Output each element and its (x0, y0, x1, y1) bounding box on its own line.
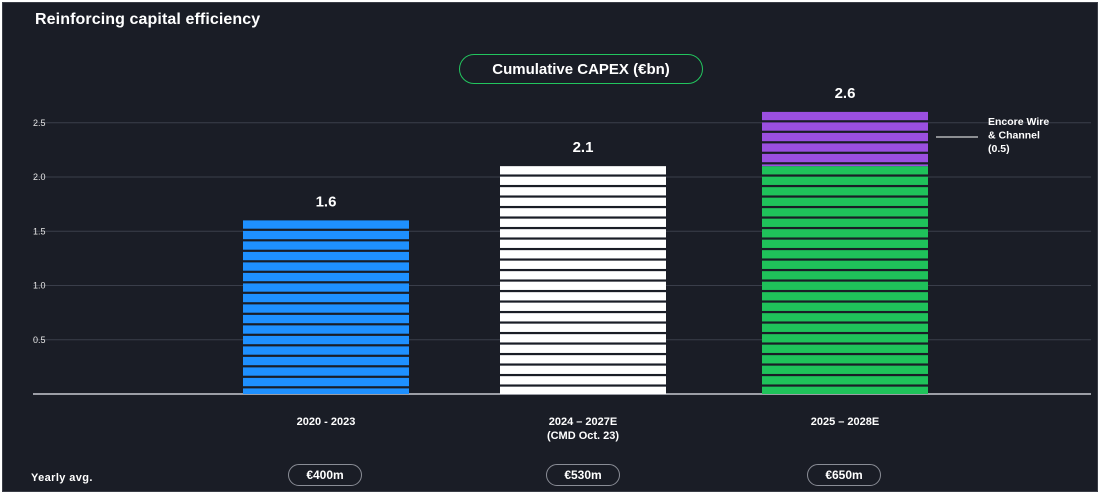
bar-stripe (762, 226, 928, 230)
bar-stripe (500, 352, 666, 356)
bar-stripe (500, 384, 666, 387)
bar-stripe (762, 342, 928, 345)
yearly-avg-pill-2025-2028: €650m (807, 464, 881, 486)
bar-stripe (243, 375, 409, 378)
bar-stripe (500, 216, 666, 219)
annotation-label: & Channel (988, 130, 1040, 142)
y-tick-label: 2.5 (33, 118, 46, 128)
bar-1 (243, 220, 409, 394)
bar-value-label: 2.6 (835, 85, 856, 102)
bar-stripe (762, 237, 928, 240)
bar-stripe (762, 384, 928, 387)
bar-stripe (243, 323, 409, 326)
bar-stripe (500, 205, 666, 209)
bar-stripe (762, 205, 928, 209)
annotation-label: Encore Wire (988, 116, 1049, 128)
y-tick-label: 1.5 (33, 226, 46, 236)
chart-canvas: 0.5 1.0 1.5 2.0 2.5 1.6 2020 - 2023 2.1 2024 – 2… (33, 85, 1091, 442)
bar-stripe (762, 247, 928, 251)
bar-stripe (243, 270, 409, 273)
bar-stripe (500, 258, 666, 261)
yearly-avg-pill-2024-2027: €530m (546, 464, 620, 486)
x-category-label: 2025 – 2028E (811, 416, 880, 428)
annotation-label: (0.5) (988, 143, 1010, 155)
bar-stripe (243, 302, 409, 305)
bar-stripe (243, 365, 409, 368)
bar-stripe (762, 279, 928, 282)
x-category-label: 2024 – 2027E (549, 416, 618, 428)
bar-stripe (500, 247, 666, 251)
bar-stripe (762, 363, 928, 366)
bar-stripe (500, 289, 666, 293)
bar-stripe (762, 174, 928, 177)
bar-stripe (243, 354, 409, 357)
bar-stripe (500, 268, 666, 272)
bar-stripe (762, 289, 928, 293)
bar-stripe (243, 281, 409, 284)
bar-stripe (243, 344, 409, 347)
bar-stripe (500, 310, 666, 314)
bar-stripe (762, 162, 928, 165)
x-category-label: 2020 - 2023 (297, 416, 356, 428)
yearly-avg-label: Yearly avg. (31, 472, 93, 484)
y-tick-label: 0.5 (33, 335, 46, 345)
bar-stripe (243, 312, 409, 315)
chart-title: Cumulative CAPEX (€bn) (459, 54, 703, 84)
bar-stripe (243, 291, 409, 294)
bar-value-label: 1.6 (316, 193, 337, 210)
bar-stripe (243, 239, 409, 242)
bar-stripe (762, 258, 928, 261)
bar-stripe (762, 195, 928, 198)
bar-stripe (500, 195, 666, 198)
bar-stripe (762, 321, 928, 324)
bar-stripe (500, 279, 666, 282)
y-tick-label: 2.0 (33, 172, 46, 182)
bar-stripe (762, 373, 928, 377)
bar-stripe (243, 249, 409, 252)
bar-stripe (500, 342, 666, 345)
bar-value-label: 2.1 (573, 139, 594, 156)
bar-stripe (500, 321, 666, 324)
bar-stripe (500, 363, 666, 366)
bar-stripe (500, 331, 666, 335)
bar-stripe (762, 331, 928, 335)
bar-stripe (500, 373, 666, 377)
bar-stripe (762, 130, 928, 133)
bar-stripe (762, 268, 928, 272)
x-category-label: (CMD Oct. 23) (547, 430, 619, 442)
bar-stripe (762, 120, 928, 123)
bar-stripe (762, 300, 928, 303)
bar-3-addon (762, 111, 928, 167)
bar-stripe (500, 300, 666, 303)
bar-stripe (762, 184, 928, 188)
bar-stripe (762, 216, 928, 219)
bar-stripe (500, 226, 666, 230)
bar-stripe (762, 310, 928, 314)
bar-stripe (500, 237, 666, 240)
bar-stripe (243, 228, 409, 231)
bar-stripe (762, 151, 928, 154)
bar-stripe (500, 184, 666, 188)
bar-stripe (243, 386, 409, 389)
y-tick-label: 1.0 (33, 281, 46, 291)
bar-stripe (243, 260, 409, 263)
bar-stripe (500, 174, 666, 177)
slide-title: Reinforcing capital efficiency (35, 11, 261, 28)
bar-stripe (762, 141, 928, 144)
bar-stripe (243, 333, 409, 336)
bar-stripe (762, 352, 928, 356)
yearly-avg-pill-2020-2023: €400m (288, 464, 362, 486)
